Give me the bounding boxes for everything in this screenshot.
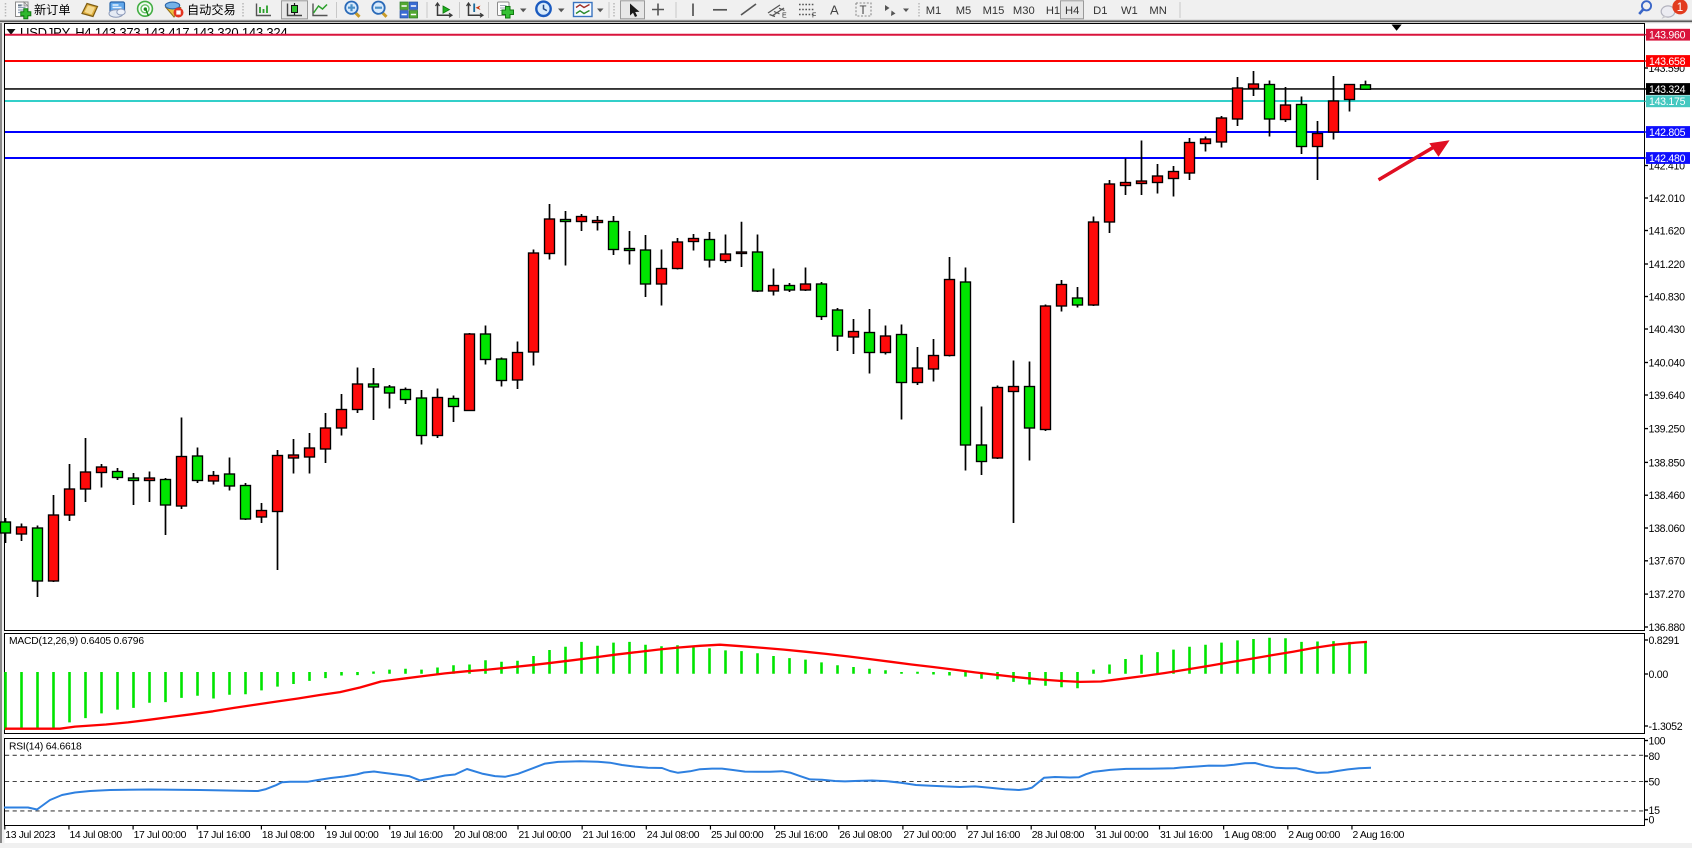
svg-text:17 Jul 16:00: 17 Jul 16:00 (198, 830, 251, 841)
svg-text:50: 50 (1649, 776, 1661, 788)
svg-text:28 Jul 08:00: 28 Jul 08:00 (1032, 830, 1085, 841)
svg-text:25 Jul 16:00: 25 Jul 16:00 (775, 830, 828, 841)
svg-text:E: E (782, 13, 787, 20)
svg-text:1 Aug 08:00: 1 Aug 08:00 (1224, 830, 1276, 841)
svg-text:143.324: 143.324 (1649, 84, 1686, 96)
svg-text:141.220: 141.220 (1649, 259, 1686, 271)
svg-text:D1: D1 (1093, 5, 1107, 17)
svg-text:RSI(14) 64.6618: RSI(14) 64.6618 (9, 742, 82, 753)
svg-text:2 Aug 16:00: 2 Aug 16:00 (1352, 830, 1404, 841)
svg-text:T: T (860, 5, 867, 17)
svg-text:17 Jul 00:00: 17 Jul 00:00 (134, 830, 187, 841)
svg-text:140.830: 140.830 (1649, 291, 1686, 303)
svg-text:80: 80 (1649, 751, 1661, 763)
svg-text:18 Jul 08:00: 18 Jul 08:00 (262, 830, 315, 841)
svg-text:自动交易: 自动交易 (187, 2, 236, 17)
svg-text:M15: M15 (983, 5, 1005, 17)
svg-text:100: 100 (1649, 735, 1666, 747)
svg-text:138.850: 138.850 (1649, 457, 1686, 469)
svg-text:0.8291: 0.8291 (1649, 635, 1680, 647)
svg-text:H1: H1 (1046, 5, 1060, 17)
svg-text:140.040: 140.040 (1649, 357, 1686, 369)
svg-text:M5: M5 (956, 5, 972, 17)
svg-text:M1: M1 (926, 5, 942, 17)
svg-text:142.805: 142.805 (1649, 127, 1686, 139)
svg-text:H4: H4 (1065, 5, 1079, 17)
svg-text:24 Jul 08:00: 24 Jul 08:00 (647, 830, 700, 841)
svg-text:138.460: 138.460 (1649, 490, 1686, 502)
svg-text:A: A (830, 3, 839, 18)
svg-text:W1: W1 (1121, 5, 1138, 17)
svg-text:139.250: 139.250 (1649, 424, 1686, 436)
svg-text:19 Jul 16:00: 19 Jul 16:00 (390, 830, 443, 841)
svg-text:26 Jul 08:00: 26 Jul 08:00 (839, 830, 892, 841)
svg-text:1: 1 (1677, 2, 1683, 14)
svg-text:14 Jul 08:00: 14 Jul 08:00 (69, 830, 122, 841)
svg-text:141.620: 141.620 (1649, 225, 1686, 237)
svg-text:139.640: 139.640 (1649, 390, 1686, 402)
svg-text:19 Jul 00:00: 19 Jul 00:00 (326, 830, 379, 841)
svg-text:0.00: 0.00 (1649, 669, 1669, 681)
svg-text:13 Jul 2023: 13 Jul 2023 (5, 830, 55, 841)
svg-text:25 Jul 00:00: 25 Jul 00:00 (711, 830, 764, 841)
svg-text:M30: M30 (1013, 5, 1035, 17)
svg-text:137.270: 137.270 (1649, 589, 1686, 601)
svg-text:143.175: 143.175 (1649, 96, 1686, 108)
svg-text:140.430: 140.430 (1649, 324, 1686, 336)
svg-text:27 Jul 00:00: 27 Jul 00:00 (903, 830, 956, 841)
svg-text:137.670: 137.670 (1649, 556, 1686, 568)
svg-text:143.960: 143.960 (1649, 30, 1686, 42)
svg-text:136.880: 136.880 (1649, 622, 1686, 634)
svg-text:138.060: 138.060 (1649, 523, 1686, 535)
svg-text:31 Jul 00:00: 31 Jul 00:00 (1096, 830, 1149, 841)
svg-text:MN: MN (1149, 5, 1166, 17)
svg-text:27 Jul 16:00: 27 Jul 16:00 (968, 830, 1021, 841)
svg-text:20 Jul 08:00: 20 Jul 08:00 (454, 830, 507, 841)
svg-text:21 Jul 00:00: 21 Jul 00:00 (519, 830, 572, 841)
svg-text:F: F (812, 13, 816, 20)
svg-text:142.010: 142.010 (1649, 193, 1686, 205)
svg-text:142.480: 142.480 (1649, 153, 1686, 165)
svg-text:MACD(12,26,9) 0.6405 0.6796: MACD(12,26,9) 0.6405 0.6796 (9, 636, 144, 647)
svg-text:0: 0 (1649, 814, 1655, 826)
svg-text:31 Jul 16:00: 31 Jul 16:00 (1160, 830, 1213, 841)
svg-text:21 Jul 16:00: 21 Jul 16:00 (583, 830, 636, 841)
svg-text:-1.3052: -1.3052 (1649, 721, 1683, 733)
svg-text:2 Aug 00:00: 2 Aug 00:00 (1288, 830, 1340, 841)
svg-text:143.658: 143.658 (1649, 56, 1686, 68)
svg-text:15: 15 (1649, 805, 1661, 817)
svg-text:新订单: 新订单 (34, 2, 71, 17)
